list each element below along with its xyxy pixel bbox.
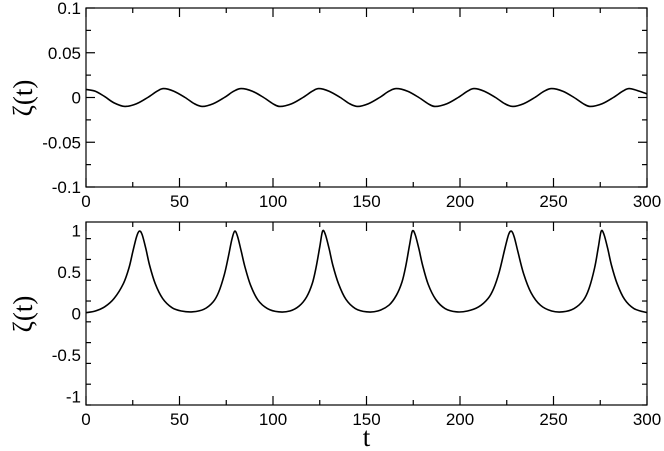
y-tick-label: -0.05 [42,133,81,152]
y-tick-label: 0 [72,89,81,108]
x-tick-label: 100 [259,192,287,211]
y-tick-label: 1 [72,221,81,240]
y-tick-label: -0.1 [52,178,81,197]
y-tick-label: 0.5 [57,263,81,282]
y-tick-label: 0.1 [57,0,81,18]
x-tick-label: 50 [170,410,189,429]
x-tick-label: 300 [633,192,661,211]
x-tick-label: 300 [633,410,661,429]
x-tick-label: 200 [446,410,474,429]
y-tick-label: 0 [72,305,81,324]
series-line [85,229,648,314]
x-tick-label: 200 [446,192,474,211]
x-tick-label: 50 [170,192,189,211]
x-tick-label: 100 [259,410,287,429]
x-tick-label: 250 [539,410,567,429]
y-tick-label: 0.05 [48,44,81,63]
top-panel: 0 50 100 150 200 250 300 -0.1 -0.05 0 0.05 0.1 ζ(t) [8,0,661,211]
x-tick-label: 0 [81,192,90,211]
x-tick-label: 150 [352,192,380,211]
y-axis-label: ζ(t) [8,296,38,333]
x-tick-label: 0 [81,410,90,429]
x-axis-label: t [363,422,371,451]
y-tick-label: -1 [66,388,81,407]
plot-frame [85,221,648,406]
x-tick-label: 250 [539,192,567,211]
series-line [85,87,648,108]
plot-frame [85,7,648,188]
y-axis-label: ζ(t) [8,80,38,117]
bottom-panel: 0 50 100 150 200 250 300 -1 -0.5 0 0.5 1 ζ(t) t [8,221,661,451]
x-tick-label: 150 [352,410,380,429]
y-tick-label: -0.5 [52,346,81,365]
